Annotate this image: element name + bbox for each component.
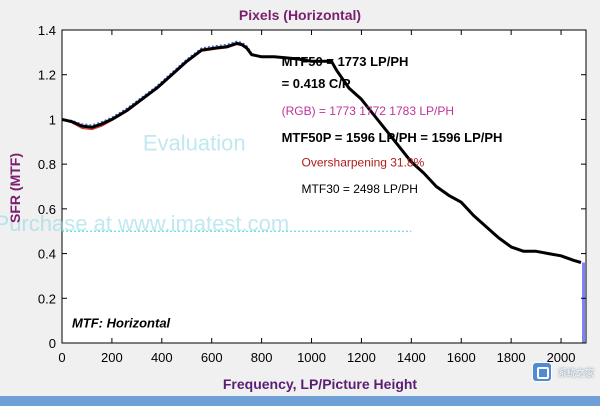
series-line-2 xyxy=(61,40,253,126)
y-tick-label-1: 0.2 xyxy=(38,291,56,306)
annotation-1: = 0.418 C/P xyxy=(282,76,351,91)
x-tick-label-3: 600 xyxy=(201,350,223,365)
watermark-text-0: Evaluation xyxy=(143,131,246,156)
y-axis-label: SFR (MTF) xyxy=(7,153,23,223)
y-tick-label-6: 1.2 xyxy=(38,68,56,83)
x-tick-label-8: 1600 xyxy=(447,350,476,365)
y-tick-label-3: 0.6 xyxy=(38,202,56,217)
y-tick-label-7: 1.4 xyxy=(38,23,56,38)
series-layer xyxy=(61,40,582,264)
chart-title: Pixels (Horizontal) xyxy=(239,7,361,23)
annotation-4: Oversharpening 31.8% xyxy=(302,155,425,169)
annotation-3: MTF50P = 1596 LP/PH = 1596 LP/PH xyxy=(282,130,503,145)
annotation-0: MTF50 = 1773 LP/PH xyxy=(282,54,409,69)
watermark-text-1: Purchase at www.imatest.com xyxy=(0,211,289,236)
y-tick-label-0: 0 xyxy=(49,336,56,351)
annotation-2: (RGB) = 1773 1772 1783 LP/PH xyxy=(282,104,454,118)
plot-area xyxy=(61,29,587,344)
x-tick-label-7: 1400 xyxy=(397,350,426,365)
x-tick-label-4: 800 xyxy=(251,350,273,365)
x-axis-label: Frequency, LP/Picture Height xyxy=(223,376,418,392)
x-tick-label-0: 0 xyxy=(58,350,65,365)
annotation-layer: MTF50 = 1773 LP/PH = 0.418 C/P (RGB) = 177… xyxy=(72,54,502,331)
x-tick-label-6: 1200 xyxy=(347,350,376,365)
annotation-5: MTF30 = 2498 LP/PH xyxy=(302,182,418,196)
x-tick-label-5: 1000 xyxy=(297,350,326,365)
x-tick-label-10: 2000 xyxy=(547,350,576,365)
watermark-layer: Evaluation Purchase at www.imatest.com xyxy=(0,131,289,236)
annotation-6: MTF: Horizontal xyxy=(72,315,171,330)
x-tick-label-9: 1800 xyxy=(497,350,526,365)
reference-layer xyxy=(62,230,586,343)
x-tick-label-2: 400 xyxy=(151,350,173,365)
x-tick-label-1: 200 xyxy=(101,350,123,365)
bottom-strip xyxy=(0,396,600,406)
y-tick-label-4: 0.8 xyxy=(38,157,56,172)
series-line-0 xyxy=(61,41,582,264)
site-watermark-text: 系统之家 xyxy=(557,368,594,379)
y-tick-label-5: 1 xyxy=(49,112,56,127)
tick-layer: 0 200 400 600 800 1000 1200 1400 1600 1800 2000 0 0.… xyxy=(38,23,586,365)
site-logo-icon xyxy=(531,362,552,382)
site-watermark-badge: 系统之家 xyxy=(531,362,594,382)
y-tick-label-2: 0.4 xyxy=(38,247,56,262)
